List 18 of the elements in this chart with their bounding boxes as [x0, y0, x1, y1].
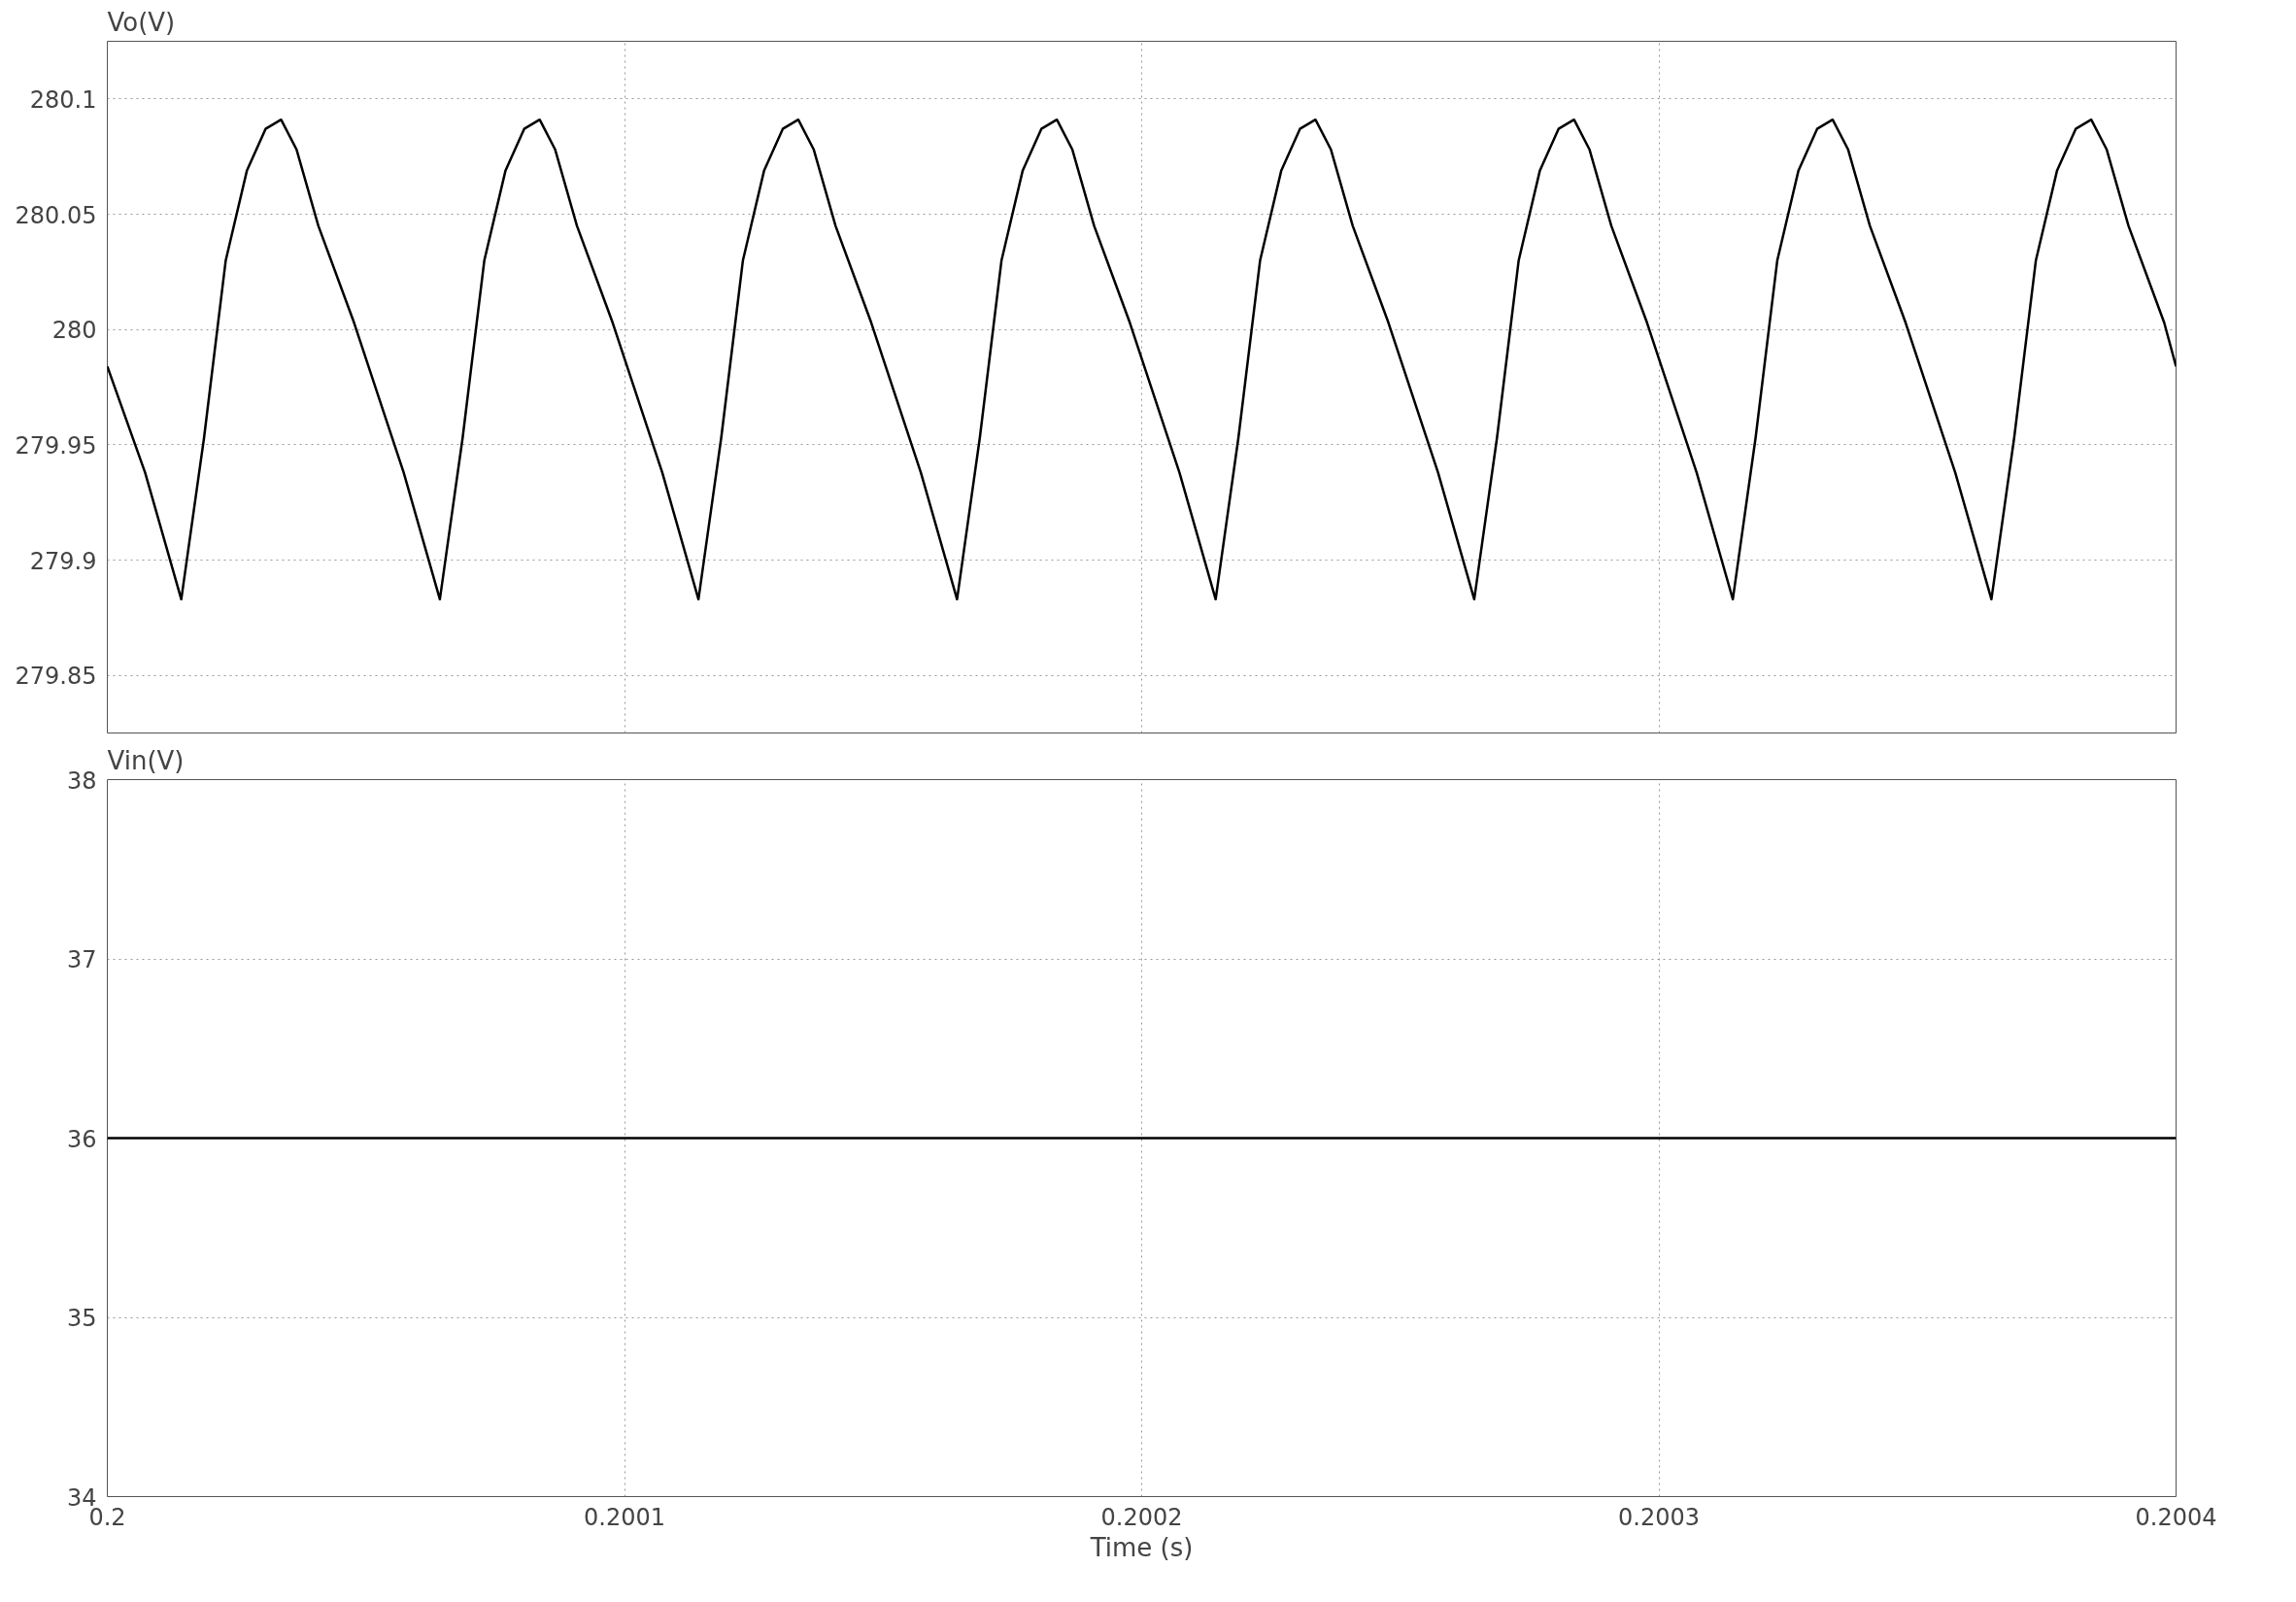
y-tick-label: 279.85 — [15, 663, 97, 691]
y-axis-title: Vin(V) — [107, 745, 185, 775]
y-axis-title: Vo(V) — [107, 7, 176, 37]
y-tick-label: 37 — [66, 946, 97, 973]
x-tick-label: 0.2003 — [1618, 1503, 1700, 1531]
y-tick-label: 279.9 — [29, 547, 97, 575]
y-tick-label: 280 — [51, 317, 97, 345]
x-tick-label: 0.2001 — [584, 1503, 665, 1531]
y-tick-label: 36 — [66, 1125, 97, 1153]
y-tick-label: 35 — [66, 1305, 97, 1332]
y-tick-label: 280.1 — [29, 85, 97, 114]
line-series — [107, 118, 2177, 601]
x-tick-label: 0.2004 — [2135, 1503, 2217, 1531]
y-tick-label: 280.05 — [15, 201, 97, 229]
x-axis-title: Time (s) — [1089, 1532, 1194, 1562]
y-tick-label: 279.95 — [15, 431, 97, 460]
x-tick-label: 0.2002 — [1100, 1503, 1183, 1531]
y-tick-label: 38 — [66, 767, 97, 795]
